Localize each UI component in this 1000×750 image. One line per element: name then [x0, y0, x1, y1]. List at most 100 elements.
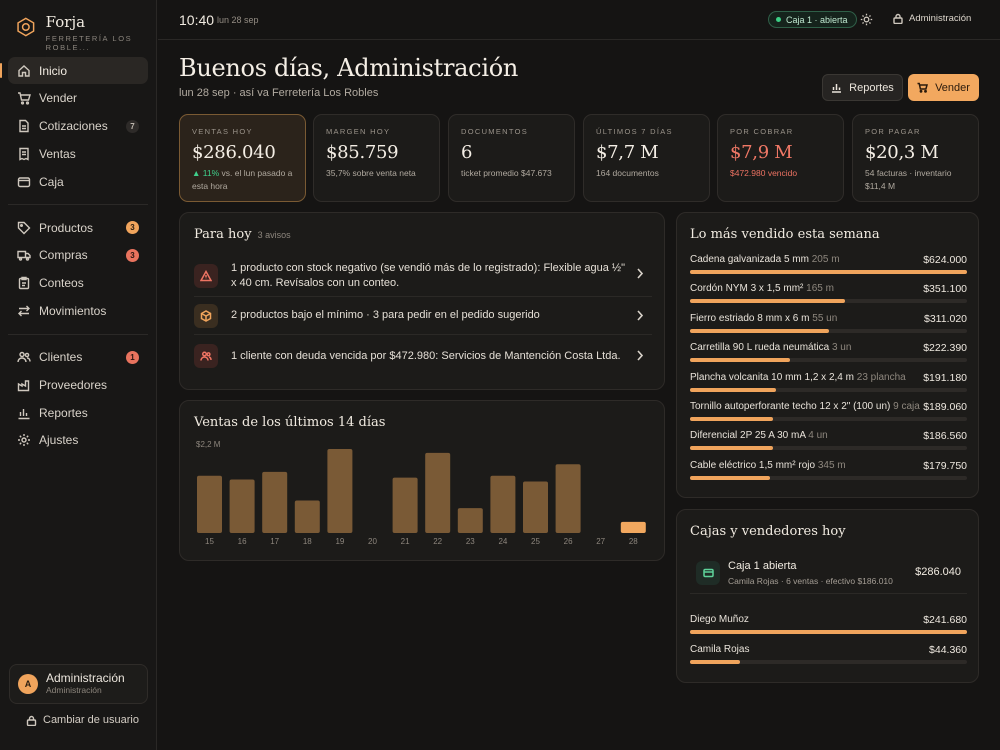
cajas-title: Cajas y vendedores hoy [690, 524, 846, 539]
alert-count: 3 avisos [257, 230, 291, 240]
chart-x-tick-label: 16 [238, 537, 247, 546]
top-seller-row[interactable]: Diferencial 2P 25 A 30 mA 4 un $186.560 [690, 430, 967, 454]
top-seller-row[interactable]: Tornillo autoperforante techo 12 x 2" (1… [690, 401, 967, 425]
users-icon [17, 350, 31, 364]
top-seller-row[interactable]: Plancha volcanita 10 mm 1,2 x 2,4 m 23 p… [690, 372, 967, 396]
vendor-amount: $44.360 [929, 643, 967, 656]
chart-bar[interactable] [197, 475, 222, 533]
sidebar-item-cotizaciones[interactable]: Cotizaciones 7 [8, 113, 148, 140]
kpi-margen-hoy[interactable]: MARGEN HOY $85.759 35,7% sobre venta net… [313, 114, 440, 202]
product-amount: $311.020 [923, 312, 967, 325]
sidebar-item-conteos[interactable]: Conteos [8, 270, 148, 297]
sales-chart-panel: Ventas de los últimos 14 días $2,2 M 15 1… [179, 400, 665, 561]
kpi-sub: 54 facturas · inventario $11,4 M [865, 168, 952, 191]
kpi-value: $20,3 M [865, 142, 939, 163]
truck-icon [17, 248, 31, 262]
avatar: A [18, 674, 38, 694]
kpi-por-pagar[interactable]: POR PAGAR $20,3 M 54 facturas · inventar… [852, 114, 979, 202]
top-seller-row[interactable]: Cordón NYM 3 x 1,5 mm² 165 m $351.100 [690, 283, 967, 307]
top-seller-row[interactable]: Carretilla 90 L rueda neumática 3 un $222… [690, 342, 967, 366]
sidebar-item-label: Cotizaciones [39, 119, 108, 134]
chart-bar[interactable] [490, 475, 516, 533]
vendor-row[interactable]: Camila Rojas $44.360 [690, 644, 967, 668]
kpi-sub-text: vs. el lun pasado a esta hora [192, 168, 293, 191]
kpi-value: $286.040 [192, 142, 276, 163]
sidebar-item-ajustes[interactable]: Ajustes [8, 427, 148, 454]
chart-bar[interactable] [229, 479, 255, 533]
sidebar-item-vender[interactable]: Vender [8, 85, 148, 112]
top-seller-row[interactable]: Fierro estriado 8 mm x 6 m 55 un $311.020 [690, 313, 967, 337]
vendor-name: Camila Rojas [690, 643, 750, 655]
sidebar-item-caja[interactable]: Caja [8, 168, 148, 195]
reportes-button-label: Reportes [849, 81, 894, 94]
lock-icon [893, 13, 903, 24]
sidebar-item-movimientos[interactable]: Movimientos [8, 298, 148, 325]
product-amount: $222.390 [923, 342, 967, 355]
kpi-documentos[interactable]: DOCUMENTOS 6 ticket promedio $47.673 [448, 114, 575, 202]
product-amount: $624.000 [923, 254, 967, 266]
top-seller-row[interactable]: Cable eléctrico 1,5 mm² rojo 345 m $179.7… [690, 460, 967, 484]
user-role: Administración [46, 685, 102, 695]
users-icon [194, 344, 218, 368]
chart-x-tick-label: 20 [368, 537, 377, 546]
status-dot-icon [776, 17, 781, 22]
chart-x-tick-label: 27 [596, 537, 605, 546]
sidebar-item-compras[interactable]: Compras 3 [8, 242, 148, 269]
vender-button[interactable]: Vender [908, 74, 979, 101]
chart-bar[interactable] [294, 500, 320, 533]
product-name: Fierro estriado 8 mm x 6 m 55 un [690, 313, 837, 324]
top-seller-row[interactable]: Cadena galvanizada 5 mm 205 m $624.000 [690, 254, 967, 278]
product-name: Cable eléctrico 1,5 mm² rojo 345 m [690, 460, 846, 471]
page-subtitle: lun 28 sep · así va Ferretería Los Roble… [179, 87, 379, 99]
progress-track [690, 358, 967, 363]
switch-user-button[interactable]: Cambiar de usuario [26, 714, 139, 726]
kpi-por-cobrar[interactable]: POR COBRAR $7,9 M $472.980 vencido [717, 114, 844, 202]
chevron-right-icon [636, 310, 644, 321]
chart-bar[interactable] [392, 477, 418, 533]
sidebar-item-label: Productos [39, 220, 94, 235]
compras-badge: 3 [126, 248, 139, 262]
sidebar-item-proveedores[interactable]: Proveedores [8, 371, 148, 398]
sidebar-item-label: Clientes [39, 350, 83, 365]
chart-x-tick-label: 17 [270, 537, 279, 546]
sidebar-item-label: Inicio [39, 63, 68, 78]
sidebar-item-clientes[interactable]: Clientes 1 [8, 344, 148, 371]
kpi-label: MARGEN HOY [326, 127, 391, 136]
chart-bar[interactable] [262, 471, 288, 533]
alert-row[interactable]: 1 producto con stock negativo (se vendió… [194, 255, 652, 297]
kpi-ultimos-7-dias[interactable]: ÚLTIMOS 7 DÍAS $7,7 M 164 documentos [583, 114, 710, 202]
alert-row[interactable]: 1 cliente con deuda vencida por $472.980… [194, 337, 652, 375]
caja-status-pill[interactable]: Caja 1 · abierta [768, 11, 857, 28]
progress-track [690, 659, 967, 664]
sidebar-item-label: Vender [39, 91, 78, 106]
product-label: Fierro estriado 8 mm x 6 m [690, 312, 810, 324]
kpi-ventas-hoy[interactable]: VENTAS HOY $286.040 ▲ 11% vs. el lun pas… [179, 114, 306, 202]
theme-toggle-button[interactable] [860, 13, 873, 26]
sidebar-item-label: Movimientos [39, 304, 107, 319]
brand[interactable]: Forja FERRETERÍA LOS ROBLE... [16, 12, 156, 52]
chart-bar[interactable] [457, 508, 483, 533]
user-card[interactable]: A Administración Administración [9, 664, 148, 704]
sidebar-item-productos[interactable]: Productos 3 [8, 214, 148, 241]
chart-bar[interactable] [620, 521, 646, 533]
caja-row[interactable]: Caja 1 abierta Camila Rojas · 6 ventas ·… [690, 552, 967, 594]
product-name: Cadena galvanizada 5 mm 205 m [690, 254, 840, 265]
admin-menu-button[interactable]: Administración [893, 13, 971, 24]
sidebar-item-inicio[interactable]: Inicio [0, 57, 148, 84]
reportes-button[interactable]: Reportes [822, 74, 903, 101]
chart-bar[interactable] [555, 464, 581, 533]
receipt-icon [17, 147, 31, 161]
chart-bar[interactable] [327, 449, 353, 533]
sidebar-item-ventas[interactable]: Ventas [8, 140, 148, 167]
chart-bar[interactable] [425, 452, 451, 533]
product-label: Cadena galvanizada 5 mm [690, 254, 809, 265]
alert-row[interactable]: 2 productos bajo el mínimo · 3 para pedi… [194, 297, 652, 335]
sidebar-item-reportes[interactable]: Reportes [8, 399, 148, 426]
brand-subtitle: FERRETERÍA LOS ROBLE... [45, 34, 133, 52]
product-qty: 4 un [808, 430, 828, 442]
kpi-sub: 35,7% sobre venta neta [326, 168, 416, 178]
vendor-row[interactable]: Diego Muñoz $241.680 [690, 614, 967, 638]
nav-divider [8, 333, 148, 335]
chart-bar[interactable] [523, 481, 548, 533]
product-name: Diferencial 2P 25 A 30 mA 4 un [690, 430, 828, 441]
